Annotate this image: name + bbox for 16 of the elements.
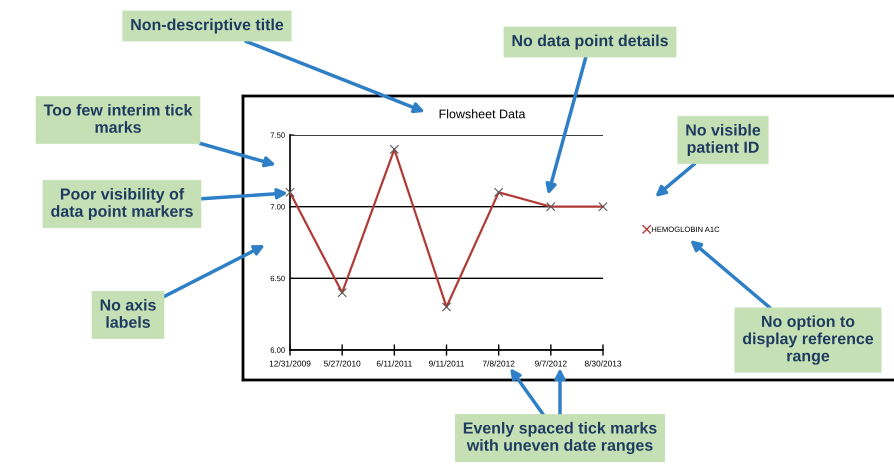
x-tick-label: 8/30/2013 xyxy=(584,360,622,367)
text: No visible patient ID xyxy=(686,124,760,156)
text: Too few interim tick marks xyxy=(44,104,192,133)
text: No option to display reference range xyxy=(742,315,874,365)
x-tick-label: 6/11/2011 xyxy=(376,360,412,367)
x-tick-label: 9/11/2011 xyxy=(428,360,464,367)
chart-title: Flowsheet Data xyxy=(440,109,526,118)
x-tick-label: 5/27/2010 xyxy=(324,360,360,367)
text: No data point details xyxy=(512,34,668,50)
x-tick-label: 9/7/2012 xyxy=(535,360,567,367)
x-tick-label: 12/31/2009 xyxy=(270,360,310,367)
text: Poor visibility of data point markers xyxy=(51,188,193,220)
x-tick-label: 7/8/2012 xyxy=(482,360,514,367)
text: Non-descriptive title xyxy=(131,18,284,34)
text: Evenly spaced tick marks with uneven date ranges xyxy=(464,422,657,454)
text: No axis labels xyxy=(100,298,156,328)
